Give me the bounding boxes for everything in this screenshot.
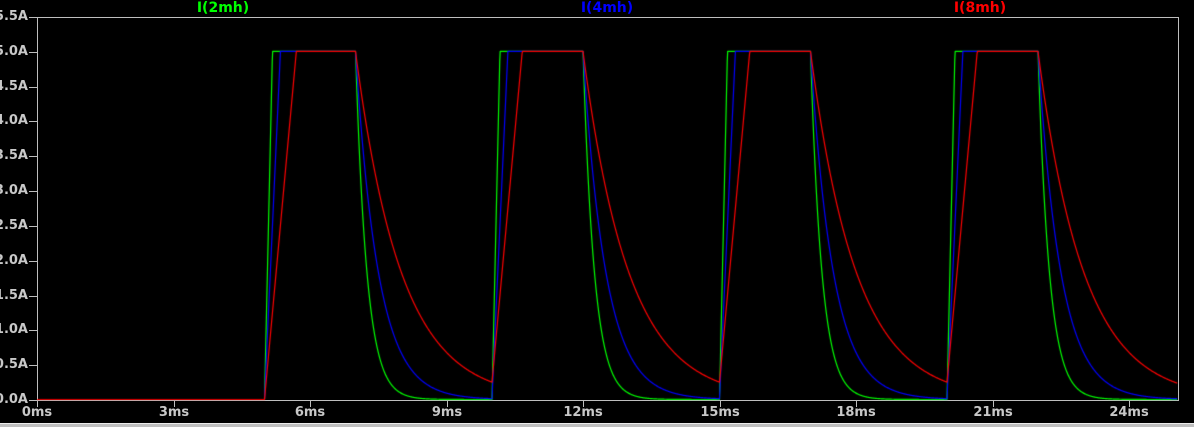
window-bottom-edge [0, 424, 1194, 427]
window-bottom-edge-highlight [0, 423, 1194, 424]
